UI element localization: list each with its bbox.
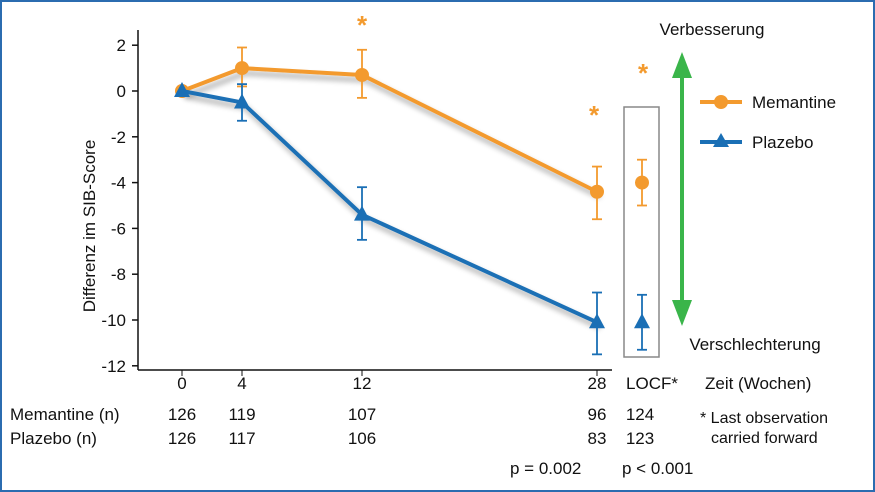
locf-point-plazebo	[634, 313, 650, 329]
y-tick-label: -12	[101, 357, 126, 376]
x-tick-label: 0	[177, 374, 186, 393]
significance-star: *	[357, 10, 368, 40]
data-point-plazebo	[354, 205, 370, 221]
n-table-cell: 126	[168, 405, 196, 424]
significance-star: *	[589, 100, 600, 130]
n-table-cell: 119	[228, 405, 255, 424]
footnote-line-2: carried forward	[711, 430, 818, 447]
locf-point-memantine	[635, 175, 649, 190]
data-point-memantine	[235, 61, 249, 76]
x-ticks: 0 4 12 28 LOCF*	[177, 370, 678, 393]
series-line-plazebo	[181, 89, 598, 325]
y-tick-label: -10	[101, 311, 126, 330]
n-table-cell: 83	[588, 429, 607, 448]
y-ticks: 2 0 -2 -4 -6 -8 -10 -12	[101, 36, 138, 376]
n-table-row-label: Plazebo (n)	[10, 429, 97, 448]
legend: Memantine Plazebo	[700, 93, 836, 152]
y-tick-label: 0	[117, 82, 126, 101]
series-line-memantine	[181, 66, 598, 194]
n-table-cell: 126	[168, 429, 196, 448]
legend-label-plazebo: Plazebo	[752, 133, 813, 152]
y-axis-label: Differenz im SIB-Score	[80, 140, 99, 313]
arrow-label-down: Verschlechterung	[689, 335, 820, 354]
x-tick-label: 4	[237, 374, 246, 393]
footnote-line-1: * Last observation	[700, 410, 828, 427]
y-tick-label: -8	[111, 265, 126, 284]
x-axis-label: Zeit (Wochen)	[705, 374, 811, 393]
y-tick-label: -6	[111, 219, 126, 238]
data-point-memantine	[590, 184, 604, 199]
p-value-28: p = 0.002	[510, 459, 581, 478]
legend-label-memantine: Memantine	[752, 93, 836, 112]
data-point-plazebo	[174, 82, 190, 97]
locf-box	[623, 106, 660, 358]
data-point-plazebo	[234, 93, 250, 109]
x-tick-label: 12	[353, 374, 372, 393]
y-tick-label: -4	[111, 174, 126, 193]
n-table-cell: 117	[228, 429, 255, 448]
n-table-cell: 107	[348, 405, 376, 424]
series-layer	[174, 46, 650, 356]
x-tick-label: LOCF*	[626, 374, 678, 393]
p-value-locf: p < 0.001	[622, 459, 693, 478]
n-table-cell: 124	[626, 405, 654, 424]
n-table-cell: 123	[626, 429, 654, 448]
significance-stars: * * *	[357, 10, 649, 130]
improvement-arrow	[672, 52, 692, 326]
x-tick-label: 28	[588, 374, 607, 393]
n-table-cell: 106	[348, 429, 376, 448]
n-table-row-label: Memantine (n)	[10, 405, 120, 424]
data-point-memantine	[355, 67, 369, 82]
data-point-plazebo	[589, 313, 605, 329]
y-tick-label: 2	[117, 36, 126, 55]
y-tick-label: -2	[111, 128, 126, 147]
significance-star: *	[638, 58, 649, 88]
n-table: Memantine (n) 126 119 107 96 124 Plazebo (n) 12…	[10, 405, 654, 448]
n-table-cell: 96	[588, 405, 607, 424]
arrow-label-up: Verbesserung	[660, 20, 765, 39]
